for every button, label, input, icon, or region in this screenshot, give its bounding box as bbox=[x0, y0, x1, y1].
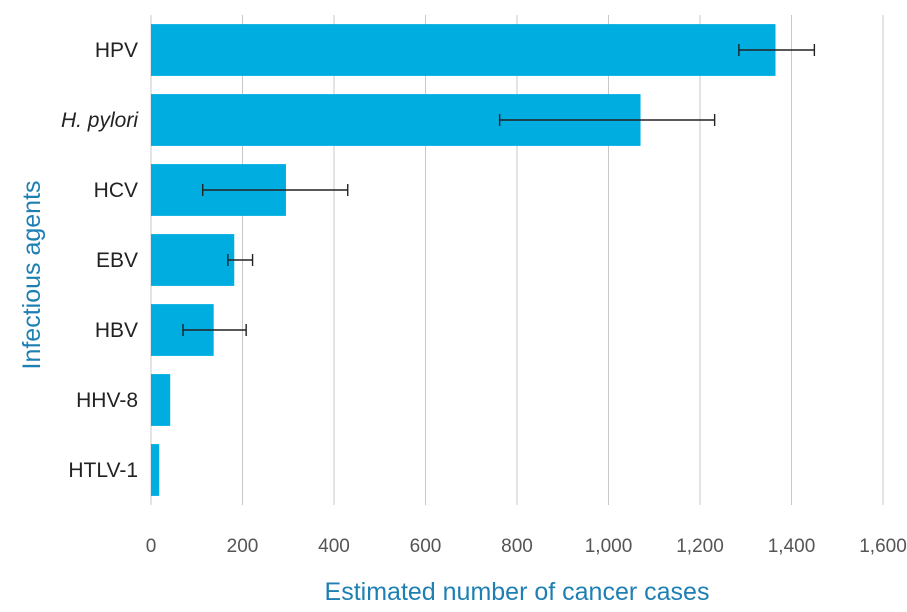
error-bars bbox=[182, 44, 816, 336]
category-label: H. pylori bbox=[61, 109, 139, 132]
category-label: HTLV-1 bbox=[68, 459, 138, 482]
error-bar bbox=[201, 184, 349, 196]
x-tick-label: 600 bbox=[410, 536, 442, 557]
x-axis-title: Estimated number of cancer cases bbox=[325, 578, 710, 606]
bar bbox=[151, 24, 776, 76]
bar bbox=[151, 444, 160, 496]
category-label: HCV bbox=[94, 179, 138, 202]
bar bbox=[151, 374, 171, 426]
bar bbox=[151, 234, 235, 286]
x-tick-label: 200 bbox=[227, 536, 259, 557]
x-tick-label: 1,000 bbox=[585, 536, 633, 557]
error-bar bbox=[498, 114, 716, 126]
y-axis-category-labels: HPV H. pylori HCV EBV HBV HHV-8 HTLV-1 bbox=[61, 39, 139, 482]
x-tick-label: 400 bbox=[318, 536, 350, 557]
x-axis-tick-labels: 0 200 400 600 800 1,000 1,200 1,400 1,600 bbox=[146, 536, 907, 557]
y-axis-title: Infectious agents bbox=[18, 180, 46, 369]
category-label: EBV bbox=[96, 249, 138, 272]
error-bar bbox=[738, 44, 816, 56]
grid-lines bbox=[150, 15, 884, 505]
x-tick-label: 800 bbox=[501, 536, 533, 557]
category-label: HBV bbox=[95, 319, 138, 342]
x-tick-label: 1,400 bbox=[768, 536, 816, 557]
category-label: HPV bbox=[95, 39, 138, 62]
x-tick-label: 1,200 bbox=[676, 536, 724, 557]
x-tick-label: 1,600 bbox=[859, 536, 907, 557]
x-tick-label: 0 bbox=[146, 536, 157, 557]
error-bar bbox=[227, 254, 254, 266]
category-label: HHV-8 bbox=[76, 389, 138, 412]
error-bar bbox=[182, 324, 247, 336]
